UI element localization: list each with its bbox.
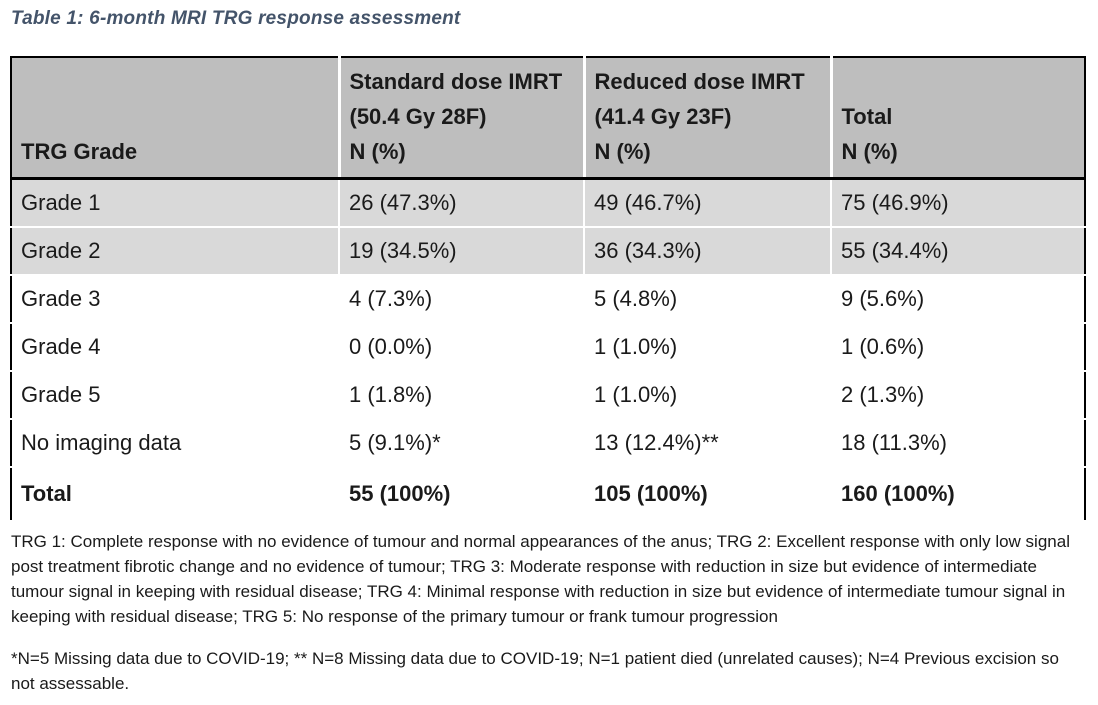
table-row: No imaging data 5 (9.1%)* 13 (12.4%)** 1… bbox=[11, 419, 1085, 468]
standard-dose-cell: 0 (0.0%) bbox=[338, 323, 584, 372]
table-caption: Table 1: 6-month MRI TRG response assess… bbox=[11, 8, 461, 29]
table-row: Grade 5 1 (1.8%) 1 (1.0%) 2 (1.3%) bbox=[11, 371, 1085, 420]
reduced-dose-cell: 1 (1.0%) bbox=[583, 371, 831, 420]
header-cell-total: Total N (%) bbox=[829, 57, 1085, 180]
header-row: TRG Grade Standard dose IMRT (50.4 Gy 28… bbox=[11, 57, 1085, 180]
standard-dose-cell: 55 (100%) bbox=[338, 467, 584, 522]
header-line: (41.4 Gy 23F) bbox=[594, 104, 732, 129]
reduced-dose-cell: 5 (4.8%) bbox=[583, 275, 831, 324]
total-cell: 1 (0.6%) bbox=[830, 323, 1085, 372]
reduced-dose-cell: 1 (1.0%) bbox=[583, 323, 831, 372]
reduced-dose-cell: 105 (100%) bbox=[583, 467, 831, 522]
grade-cell: Grade 1 bbox=[11, 178, 339, 228]
header-line: N (%) bbox=[349, 139, 406, 164]
total-cell: 55 (34.4%) bbox=[830, 227, 1085, 276]
header-cell-standard-dose: Standard dose IMRT (50.4 Gy 28F) N (%) bbox=[337, 57, 584, 180]
standard-dose-cell: 26 (47.3%) bbox=[338, 178, 584, 228]
grade-cell: No imaging data bbox=[11, 419, 339, 468]
header-line: Standard dose IMRT bbox=[349, 69, 563, 94]
trg-response-table: TRG Grade Standard dose IMRT (50.4 Gy 28… bbox=[10, 56, 1086, 522]
grade-cell: Grade 2 bbox=[11, 227, 339, 276]
table-row: Grade 1 26 (47.3%) 49 (46.7%) 75 (46.9%) bbox=[11, 178, 1085, 228]
reduced-dose-cell: 13 (12.4%)** bbox=[583, 419, 831, 468]
table-body: Grade 1 26 (47.3%) 49 (46.7%) 75 (46.9%)… bbox=[11, 178, 1085, 522]
header-line: N (%) bbox=[841, 139, 898, 164]
reduced-dose-cell: 49 (46.7%) bbox=[583, 178, 831, 228]
header-cell-reduced-dose: Reduced dose IMRT (41.4 Gy 23F) N (%) bbox=[582, 57, 831, 180]
standard-dose-cell: 1 (1.8%) bbox=[338, 371, 584, 420]
table-row: Grade 4 0 (0.0%) 1 (1.0%) 1 (0.6%) bbox=[11, 323, 1085, 372]
standard-dose-cell: 19 (34.5%) bbox=[338, 227, 584, 276]
header-line: (50.4 Gy 28F) bbox=[349, 104, 487, 129]
table-row-total: Total 55 (100%) 105 (100%) 160 (100%) bbox=[11, 467, 1085, 522]
table-row: Grade 3 4 (7.3%) 5 (4.8%) 9 (5.6%) bbox=[11, 275, 1085, 324]
header-line: Reduced dose IMRT bbox=[594, 69, 805, 94]
grade-cell: Grade 4 bbox=[11, 323, 339, 372]
total-cell: 9 (5.6%) bbox=[830, 275, 1085, 324]
grade-cell: Total bbox=[11, 467, 339, 522]
header-label: TRG Grade bbox=[21, 139, 138, 164]
standard-dose-cell: 4 (7.3%) bbox=[338, 275, 584, 324]
grade-cell: Grade 5 bbox=[11, 371, 339, 420]
total-cell: 18 (11.3%) bbox=[830, 419, 1085, 468]
total-cell: 75 (46.9%) bbox=[830, 178, 1085, 228]
table-row: Grade 2 19 (34.5%) 36 (34.3%) 55 (34.4%) bbox=[11, 227, 1085, 276]
table-header: TRG Grade Standard dose IMRT (50.4 Gy 28… bbox=[11, 57, 1085, 180]
grade-cell: Grade 3 bbox=[11, 275, 339, 324]
standard-dose-cell: 5 (9.1%)* bbox=[338, 419, 584, 468]
total-cell: 2 (1.3%) bbox=[830, 371, 1085, 420]
header-line: N (%) bbox=[594, 139, 651, 164]
header-line: Total bbox=[841, 104, 893, 129]
footnote-trg-definitions: TRG 1: Complete response with no evidenc… bbox=[11, 532, 1070, 626]
total-cell: 160 (100%) bbox=[830, 467, 1085, 522]
header-cell-trg-grade: TRG Grade bbox=[11, 57, 339, 180]
reduced-dose-cell: 36 (34.3%) bbox=[583, 227, 831, 276]
footnote-missing-data: *N=5 Missing data due to COVID-19; ** N=… bbox=[11, 649, 1059, 693]
